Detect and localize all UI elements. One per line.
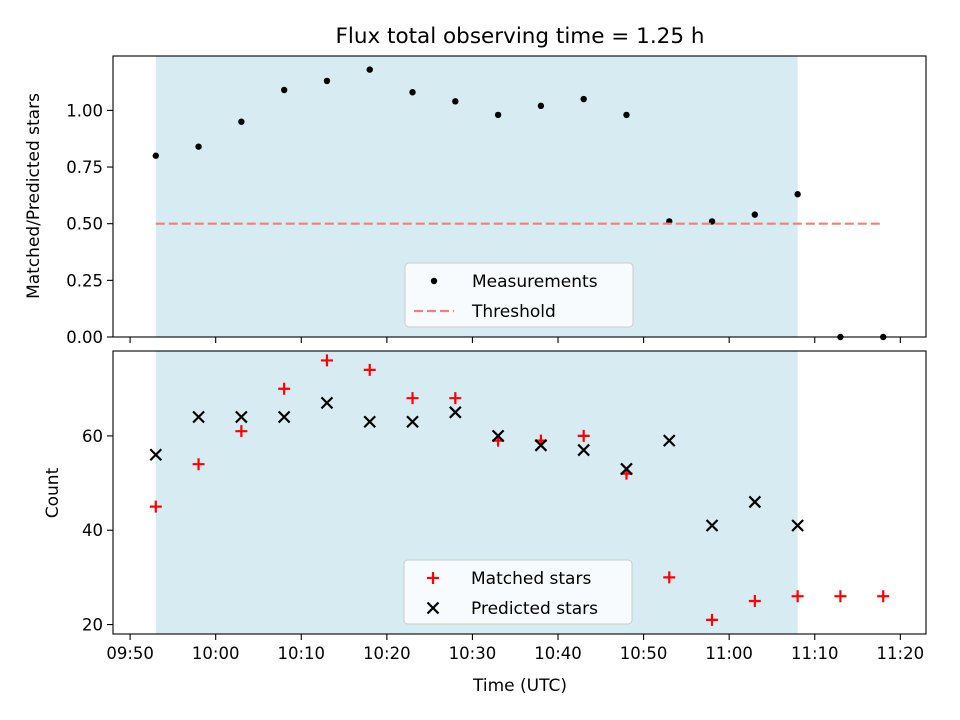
- data-point: [409, 89, 416, 96]
- x-tick-label: 10:10: [277, 644, 325, 663]
- y-tick-label: 20: [82, 616, 103, 635]
- data-point: [791, 590, 804, 603]
- x-tick-label: 10:00: [192, 644, 240, 663]
- data-point: [238, 118, 245, 125]
- x-tick-label: 10:20: [363, 644, 411, 663]
- data-point: [366, 66, 373, 73]
- data-point: [452, 98, 459, 105]
- data-point: [791, 519, 804, 532]
- data-point: [491, 429, 505, 443]
- y-tick-label: 0.50: [66, 215, 103, 234]
- data-point: [834, 590, 847, 603]
- data-point: [449, 406, 462, 419]
- count-y-axis-label: Count: [43, 467, 63, 518]
- x-tick-label: 10:30: [449, 644, 497, 663]
- x-tick-label: 10:50: [620, 644, 668, 663]
- data-point: [620, 462, 633, 476]
- ratio-panel: 0.00 0.25 0.50 0.75 1.00 Measurements Threshol…: [66, 55, 927, 347]
- y-tick-label: 40: [82, 521, 103, 540]
- data-point: [149, 448, 163, 462]
- data-point: [748, 594, 761, 607]
- x-tick-label: 11:20: [877, 644, 925, 663]
- data-point: [580, 95, 587, 103]
- legend: Measurements Threshold: [404, 262, 634, 328]
- legend: Matched stars Predicted stars: [403, 559, 633, 625]
- x-tick-label: 10:40: [534, 644, 582, 663]
- data-point: [192, 410, 205, 424]
- data-point: [406, 415, 419, 429]
- data-point: [537, 102, 545, 110]
- data-point: [277, 410, 291, 424]
- data-point: [577, 429, 590, 442]
- data-point: [149, 500, 162, 513]
- data-point: [320, 354, 333, 367]
- data-point: [494, 111, 502, 119]
- data-point: [706, 613, 719, 626]
- x-axis-label: Time (UTC): [472, 676, 567, 696]
- data-point: [449, 392, 462, 405]
- data-point: [323, 77, 331, 85]
- data-point: [577, 443, 590, 457]
- data-point: [152, 152, 159, 159]
- y-tick-label: 60: [82, 427, 103, 446]
- data-point: [363, 363, 376, 376]
- legend-swatch: [430, 277, 438, 285]
- y-tick-label: 0.00: [66, 328, 103, 347]
- data-point: [320, 396, 334, 410]
- legend-box: [403, 559, 633, 625]
- data-point: [280, 86, 288, 94]
- legend-box: [404, 262, 634, 328]
- series-1: [149, 396, 804, 532]
- legend-label: Matched stars: [471, 569, 591, 589]
- legend-label: Measurements: [472, 272, 598, 292]
- x-tick-label: 11:00: [705, 644, 753, 663]
- data-point: [534, 439, 548, 452]
- data-point: [751, 211, 759, 218]
- plot-frame: [112, 55, 927, 338]
- data-point: [278, 382, 291, 395]
- data-point: [195, 143, 202, 150]
- x-tick-label: 09:50: [106, 644, 154, 663]
- data-point: [406, 392, 419, 405]
- data-point: [662, 434, 676, 447]
- data-point: [794, 191, 801, 198]
- y-tick-label: 0.75: [66, 158, 103, 177]
- data-point: [877, 590, 890, 603]
- data-point: [192, 458, 205, 471]
- plot-frame: [112, 350, 927, 635]
- y-tick-label: 0.25: [66, 271, 103, 290]
- legend-label: Threshold: [471, 302, 556, 322]
- data-point: [235, 425, 248, 438]
- chart-title: Flux total observing time = 1.25 h: [336, 24, 705, 49]
- data-point: [705, 519, 719, 532]
- legend-label: Predicted stars: [471, 599, 598, 619]
- ratio-y-axis-label: Matched/Predicted stars: [24, 93, 44, 299]
- data-point: [663, 571, 676, 584]
- data-point: [363, 415, 377, 429]
- count-panel: 20 40 60 09:50 10:00 10:10 10:20 10:30 10:40 10:5…: [82, 350, 927, 663]
- data-point: [748, 495, 762, 509]
- data-point: [623, 111, 630, 119]
- legend-swatch: [426, 601, 440, 615]
- y-tick-label: 1.00: [66, 101, 103, 120]
- data-point: [235, 410, 248, 424]
- x-tick-label: 11:10: [791, 644, 839, 663]
- legend-swatch: [427, 572, 439, 584]
